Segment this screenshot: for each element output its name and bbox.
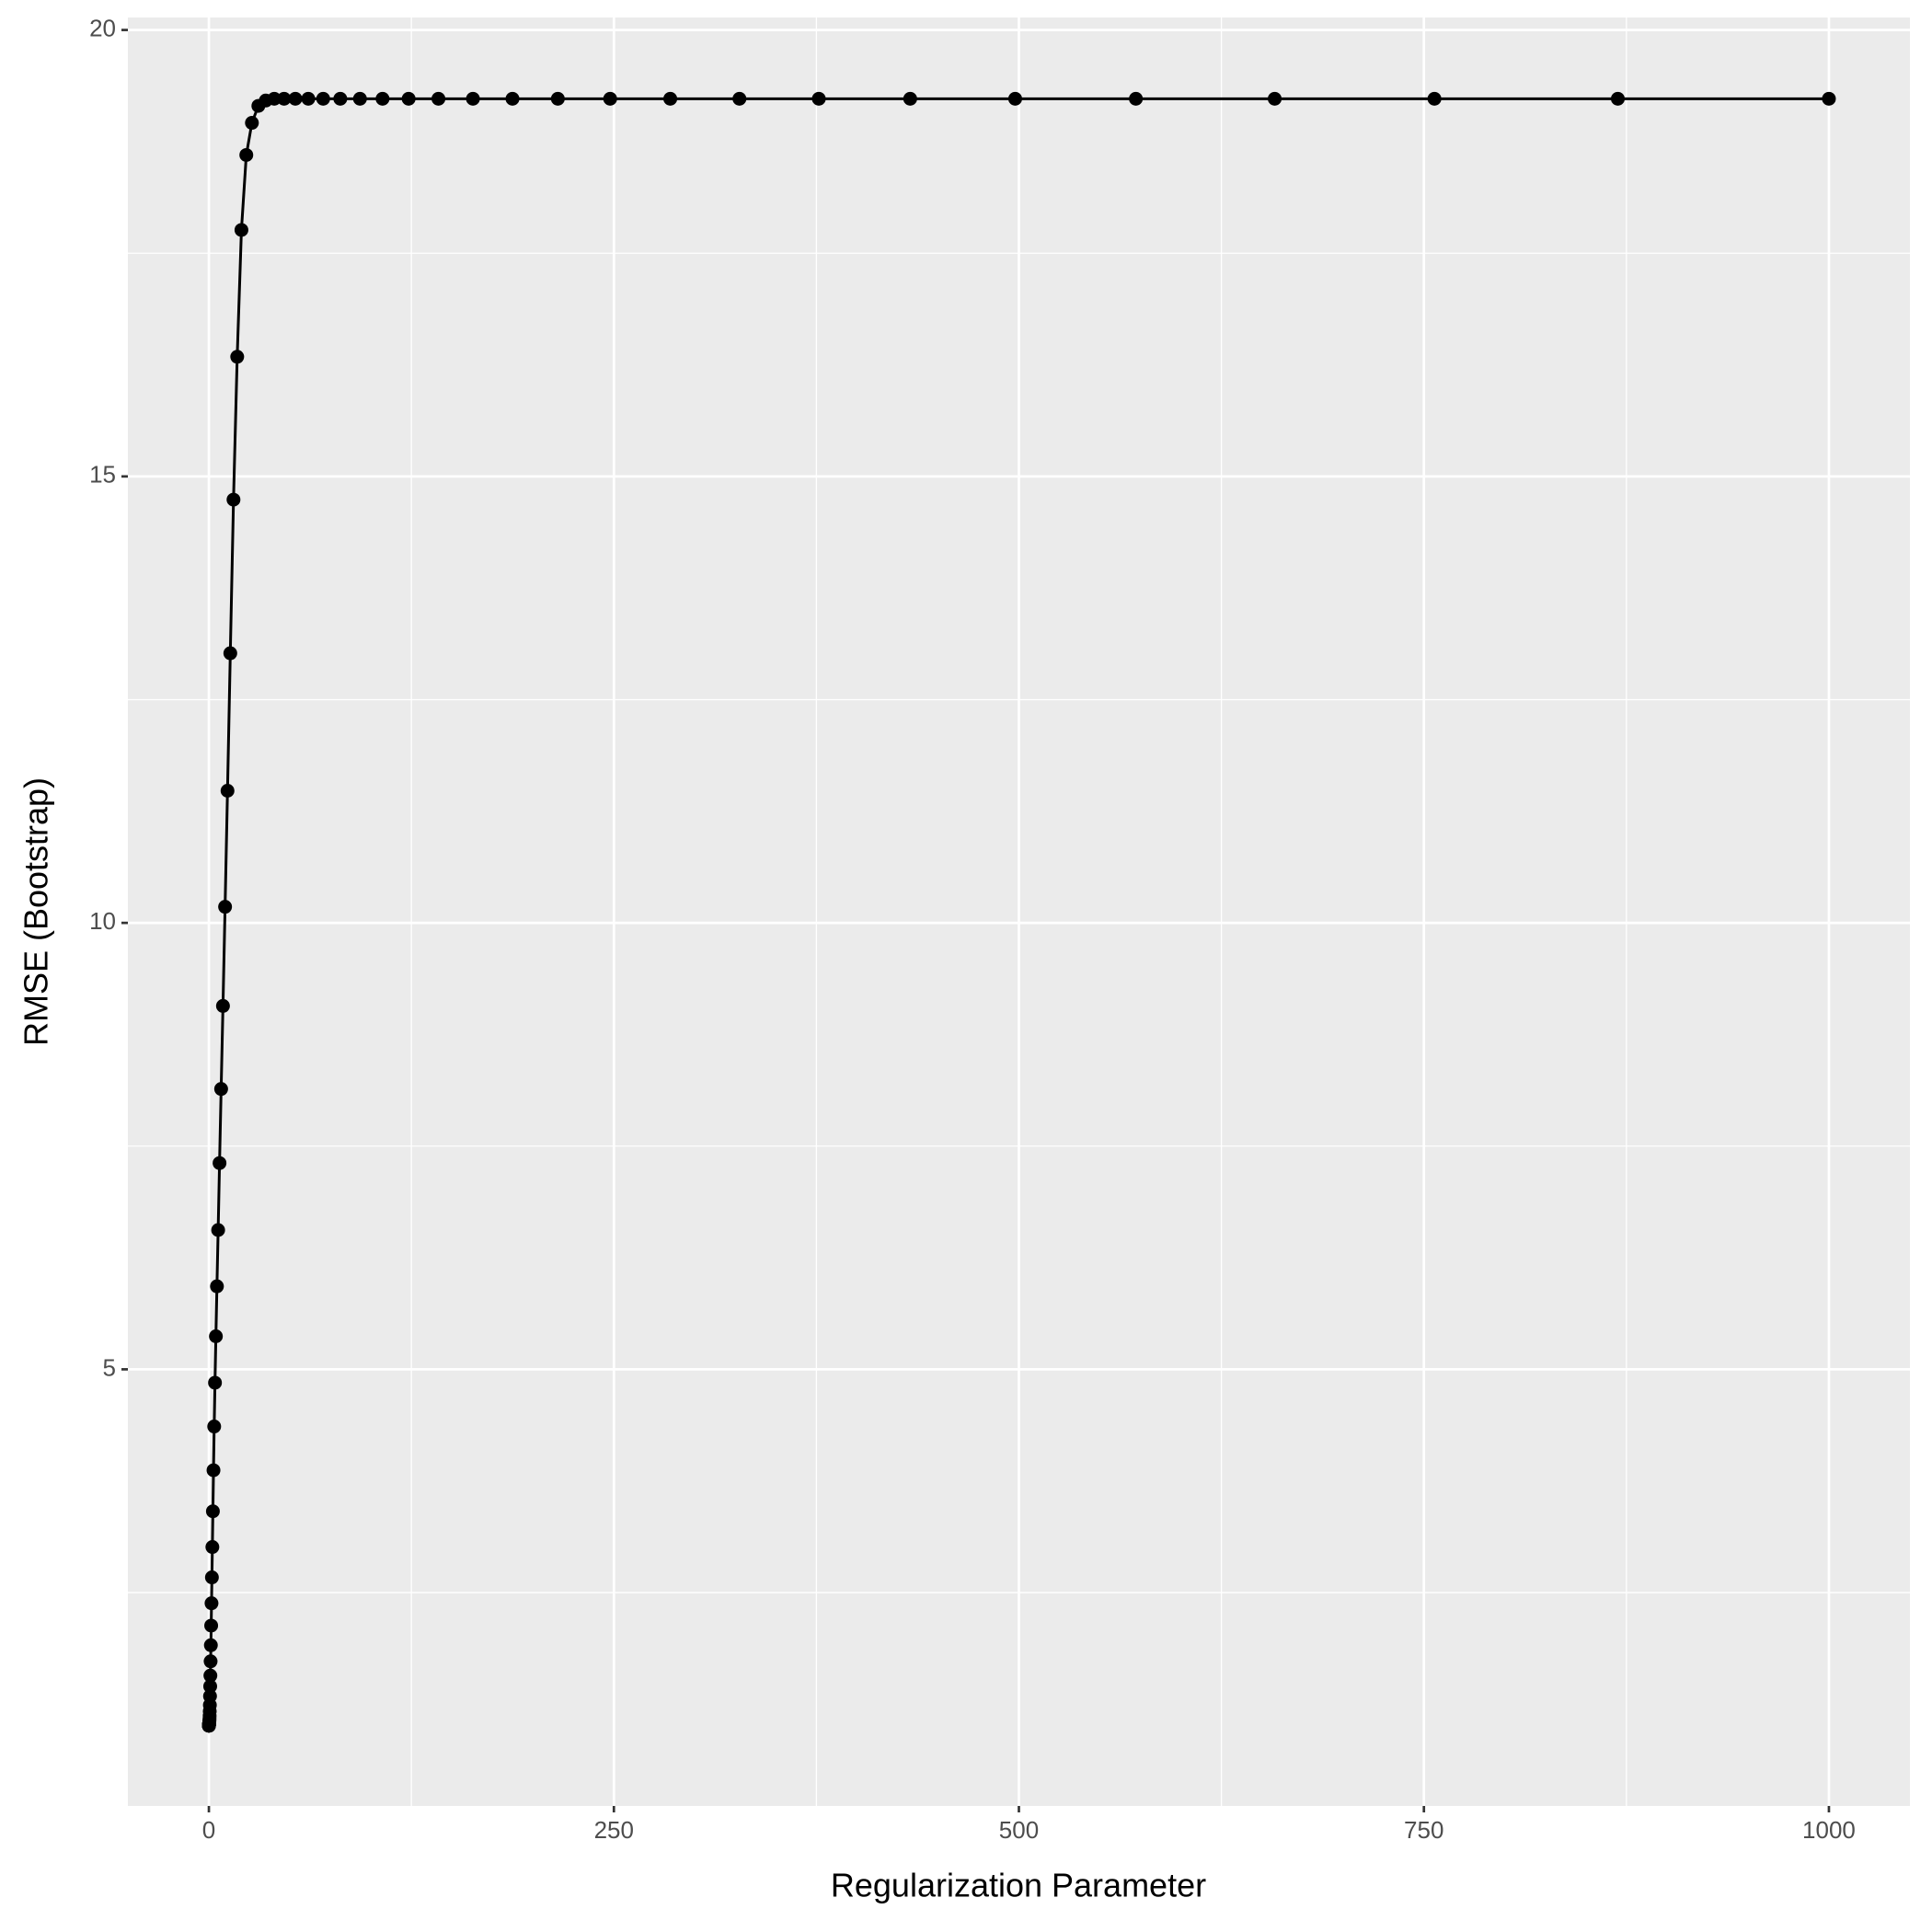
point (375, 91, 390, 106)
x-tick-label: 750 (1404, 1816, 1443, 1844)
point (203, 1668, 218, 1683)
point (431, 91, 446, 106)
x-tick-label: 0 (202, 1816, 215, 1844)
point (603, 91, 617, 106)
point (1129, 91, 1144, 106)
point (215, 998, 230, 1013)
grid (128, 17, 1910, 1806)
point (1611, 91, 1626, 106)
point (288, 91, 303, 106)
point (230, 350, 245, 364)
point (204, 1570, 219, 1585)
point (239, 147, 254, 162)
point (207, 1420, 222, 1434)
point (205, 1540, 220, 1555)
axes: 5 10 15 20 0 250 500 750 1000 (89, 14, 1856, 1843)
point (213, 1082, 228, 1097)
point (202, 1679, 217, 1694)
y-tick-label: 15 (89, 461, 116, 489)
point (732, 91, 747, 106)
point (505, 91, 520, 106)
point (1268, 91, 1282, 106)
y-tick-label: 5 (103, 1353, 116, 1381)
point (226, 492, 241, 507)
point (220, 783, 235, 798)
marks (201, 91, 1836, 1733)
x-tick-label: 250 (594, 1816, 634, 1844)
point (211, 1223, 225, 1237)
x-tick-label: 1000 (1802, 1816, 1856, 1844)
point (267, 91, 282, 106)
point (204, 1618, 219, 1633)
point (205, 1504, 220, 1519)
point (1427, 91, 1442, 106)
point (208, 1375, 223, 1390)
point (245, 116, 259, 131)
y-tick-label: 10 (89, 907, 116, 935)
point (203, 1638, 218, 1652)
point (663, 91, 678, 106)
point (903, 91, 917, 106)
point (352, 91, 367, 106)
point (202, 1689, 217, 1704)
point (811, 91, 826, 106)
point (206, 1463, 221, 1478)
point (218, 900, 233, 914)
point (1007, 91, 1022, 106)
point (213, 1156, 227, 1170)
point (209, 1328, 224, 1343)
point (210, 1279, 224, 1294)
y-tick-label: 20 (89, 14, 116, 41)
point (301, 91, 316, 106)
point (277, 91, 292, 106)
point (204, 1596, 219, 1611)
point (1822, 91, 1836, 106)
point (550, 91, 565, 106)
point (223, 646, 237, 661)
point (466, 91, 480, 106)
point (203, 1654, 218, 1669)
point (401, 91, 416, 106)
x-tick-label: 500 (999, 1816, 1039, 1844)
point (333, 91, 348, 106)
point (234, 223, 248, 237)
x-axis-title: Regularization Parameter (831, 1867, 1206, 1904)
point (316, 91, 330, 106)
y-axis-title: RMSE (Bootstrap) (17, 777, 55, 1046)
